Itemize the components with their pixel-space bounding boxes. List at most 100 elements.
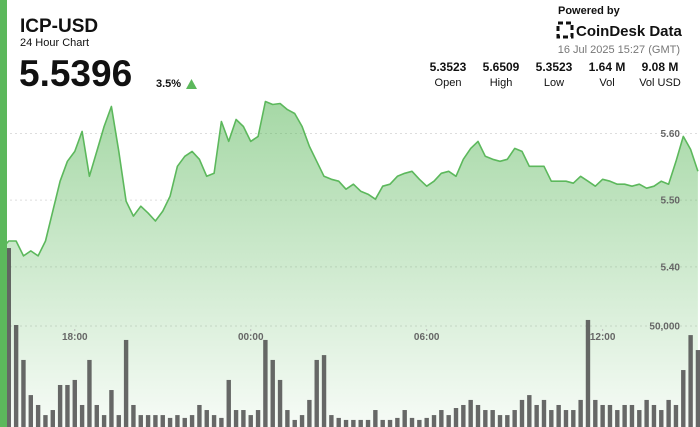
stat-value: 9.08 M: [642, 60, 679, 74]
x-tick-label: 00:00: [238, 332, 264, 343]
volume-bar: [541, 399, 547, 427]
stat-label: High: [490, 77, 513, 89]
volume-bar: [182, 417, 187, 427]
volume-bar: [622, 404, 627, 427]
volume-bar: [380, 419, 385, 427]
volume-bar: [607, 404, 613, 427]
volume-bar: [534, 404, 539, 427]
volume-bar: [343, 419, 349, 427]
x-tick-label: 12:00: [590, 332, 616, 343]
volume-bar: [417, 419, 422, 427]
volume-bar: [659, 410, 664, 427]
volume-bar: [629, 404, 635, 427]
stat-label: Low: [544, 77, 564, 89]
timestamp: 16 Jul 2025 15:27 (GMT): [558, 44, 680, 56]
volume-bar: [285, 410, 290, 427]
volume-bar: [431, 415, 437, 427]
volume-bar: [197, 404, 202, 427]
volume-bar: [695, 350, 700, 427]
stat-label: Open: [435, 77, 462, 89]
volume-bar: [21, 359, 26, 427]
volume-bar: [50, 410, 55, 427]
volume-bar: [211, 415, 217, 427]
stat-value: 5.3523: [430, 60, 467, 74]
volume-bar: [373, 410, 378, 427]
volume-bar: [475, 404, 481, 427]
volume-bar: [666, 399, 671, 427]
volume-bar: [299, 415, 305, 427]
volume-bar: [329, 415, 334, 427]
volume-bar: [6, 248, 11, 427]
y-tick-label: 5.60: [661, 129, 681, 140]
volume-bar: [263, 339, 268, 427]
volume-tick-label: 50,000: [649, 322, 680, 333]
volume-bar: [116, 415, 121, 427]
volume-bar: [160, 415, 165, 427]
volume-bar: [468, 399, 473, 427]
volume-bar: [123, 339, 129, 427]
y-tick-label: 5.50: [661, 196, 681, 207]
volume-bar: [439, 410, 444, 427]
volume-bar: [35, 404, 41, 427]
stats: 5.3523 Open 5.6509 High 5.3523 Low 1.64 M Vol 9.…: [430, 60, 681, 89]
volume-bar: [153, 415, 158, 427]
volume-bar: [28, 395, 33, 427]
volume-bar: [292, 419, 297, 427]
volume-bar: [688, 335, 693, 427]
y-tick-label: 5.40: [661, 262, 681, 273]
volume-bar: [79, 404, 85, 427]
volume-bar: [248, 415, 253, 427]
volume-bar: [204, 410, 209, 427]
volume-bar: [453, 408, 459, 427]
volume-bar: [387, 419, 393, 427]
volume-bar: [637, 410, 642, 427]
volume-bar: [167, 417, 173, 427]
volume-bar: [351, 419, 356, 427]
volume-bar: [241, 410, 246, 427]
volume-bar: [600, 404, 605, 427]
volume-bar: [527, 395, 532, 427]
price-line: [0, 100, 699, 257]
stat-label: Vol USD: [639, 77, 681, 89]
volume-bar: [571, 410, 576, 427]
volume-bar: [65, 384, 70, 427]
volume-bar: [13, 324, 19, 427]
volume-bar: [512, 410, 517, 427]
volume-bar: [175, 415, 180, 427]
stat-value: 1.64 M: [589, 60, 626, 74]
volume-bar: [505, 415, 510, 427]
volume-bar: [255, 410, 261, 427]
volume-bar: [226, 379, 231, 427]
volume-bar: [219, 417, 224, 427]
volume-bar: [578, 399, 583, 427]
powered-by: Powered by: [558, 5, 621, 17]
volume-bar: [461, 404, 466, 427]
volume-bar: [307, 399, 312, 427]
volume-bar: [395, 417, 400, 427]
volume-bar: [72, 379, 77, 427]
plot: 5.40 5.50 5.60 50,000 18:00 00:00 06:00 12:00: [0, 100, 700, 427]
volume-bar: [358, 419, 363, 427]
volume-bar: [57, 384, 63, 427]
accent-bar: [0, 0, 7, 427]
x-tick-label: 06:00: [414, 332, 440, 343]
stat-value: 5.6509: [483, 60, 520, 74]
volume-bar: [270, 359, 275, 427]
volume-bar: [131, 404, 136, 427]
volume-bar: [651, 404, 657, 427]
volume-bar: [138, 415, 143, 427]
brand: CoinDesk Data: [576, 23, 683, 40]
stat-value: 5.3523: [536, 60, 573, 74]
volume-bar: [409, 417, 415, 427]
volume-bar: [563, 410, 569, 427]
price-area: [1, 101, 698, 427]
volume-bar: [87, 359, 92, 427]
volume-bar: [519, 399, 525, 427]
volume-bar: [145, 415, 151, 427]
volume-bar: [43, 415, 48, 427]
volume-bar: [497, 415, 503, 427]
up-arrow: [186, 79, 197, 89]
volume-bar: [490, 410, 495, 427]
volume-bar: [615, 410, 620, 427]
